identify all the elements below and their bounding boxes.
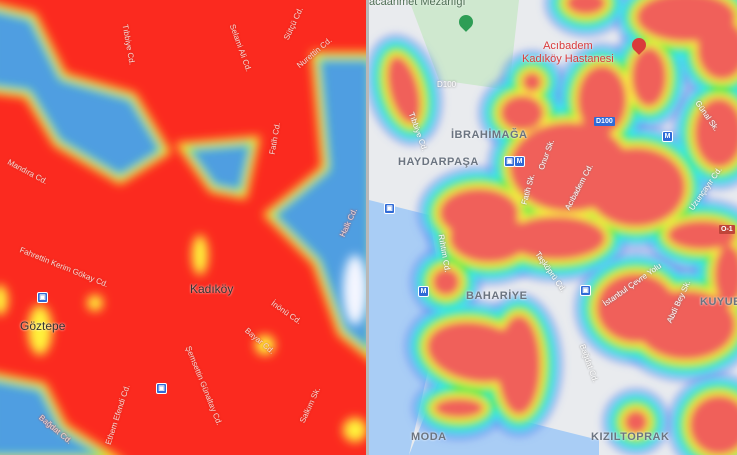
heat-blob: [631, 47, 667, 107]
heat-region: [189, 144, 251, 191]
district-label-bahariye: BAHARİYE: [466, 290, 528, 302]
heat-blob: [714, 245, 737, 305]
heat-blob: [0, 285, 8, 315]
heat-blob: [500, 95, 544, 131]
left-heat-layer: [0, 4, 366, 455]
heat-blob: [449, 213, 529, 263]
metro-icon[interactable]: M: [662, 131, 673, 142]
heat-region: [274, 59, 366, 347]
heat-blob: [497, 315, 541, 415]
bus-icon[interactable]: ▣: [384, 203, 395, 214]
heat-blob: [343, 418, 366, 442]
park-area: [409, 0, 519, 90]
hospital-label-line2: Kadıköy Hastanesi: [522, 53, 614, 65]
heat-blob: [624, 410, 648, 434]
cemetery-label: acaahmet Mezarlığı: [369, 0, 466, 8]
left-heatmap-panel[interactable]: Kadıköy Göztepe Mandıra Cd. Fahrettin Ke…: [0, 0, 366, 455]
heat-blob: [689, 395, 737, 455]
heat-blob: [506, 216, 606, 260]
heat-blob: [636, 290, 736, 360]
highway-shield-o1: O-1: [719, 225, 735, 234]
heat-blob: [343, 255, 366, 325]
metro-icon[interactable]: M: [514, 156, 525, 167]
district-label-haydarpasa: HAYDARPAŞA: [398, 156, 479, 168]
hospital-label: Acıbadem Kadıköy Hastanesi: [522, 40, 614, 66]
highway-shield-d100: D100: [594, 117, 615, 126]
heat-blob: [255, 335, 275, 355]
heat-blob: [432, 268, 460, 296]
district-label-ibrahimaga: İBRAHİMAĞA: [451, 129, 528, 141]
highway-label: D100: [437, 80, 457, 89]
heat-blob: [522, 72, 542, 92]
heat-blob: [566, 0, 606, 15]
panel-divider: [366, 0, 369, 455]
heat-blob: [694, 98, 737, 168]
district-label-moda: MODA: [411, 431, 447, 443]
heat-region: [0, 12, 161, 176]
heat-blob: [697, 20, 737, 80]
train-icon[interactable]: ▣: [37, 292, 48, 303]
heat-blob: [192, 235, 208, 275]
heat-region: [0, 381, 101, 455]
bus-icon[interactable]: ▣: [580, 285, 591, 296]
place-label-kadikoy: Kadıköy: [190, 282, 234, 296]
district-label-kuyub: KUYUB: [700, 296, 737, 308]
right-heatmap-panel[interactable]: İBRAHİMAĞA HAYDARPAŞA BAHARİYE MODA KIZI…: [369, 0, 737, 455]
district-label-kiziltoprak: KIZILTOPRAK: [591, 431, 670, 443]
hospital-label-line1: Acıbadem: [543, 40, 593, 52]
metro-icon[interactable]: M: [418, 286, 429, 297]
right-heat-layer: [369, 0, 737, 455]
train-icon[interactable]: ▣: [156, 383, 167, 394]
heat-blob: [28, 305, 52, 355]
heat-blob: [386, 55, 422, 125]
heat-blob: [434, 398, 484, 418]
heat-blob: [87, 295, 103, 311]
heat-blob: [586, 147, 686, 227]
place-label-goztepe: Göztepe: [20, 319, 66, 333]
